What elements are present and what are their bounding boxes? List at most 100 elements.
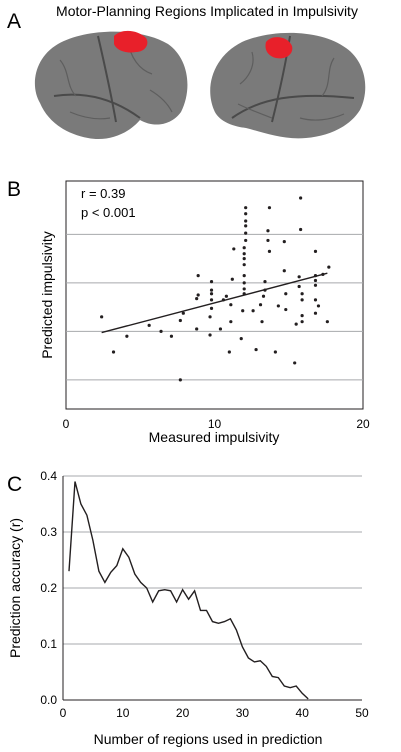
scatter-point (284, 307, 288, 312)
scatter-point (263, 288, 267, 292)
scatter-point (276, 304, 280, 308)
scatter-point (266, 238, 270, 243)
scatter-point (313, 283, 318, 287)
scatter-point (261, 294, 266, 298)
scatter-x-tick-label: 20 (356, 417, 370, 431)
scatter-point (299, 227, 303, 232)
scatter-point (209, 298, 214, 302)
scatter-point (316, 304, 321, 308)
scatter-point (294, 322, 298, 326)
scatter-point (313, 273, 318, 278)
scatter-point (242, 287, 246, 291)
scatter-point (300, 314, 304, 318)
scatter-point (244, 219, 248, 223)
scatter-point (244, 224, 248, 228)
line-x-tick-label: 40 (296, 706, 310, 720)
scatter-point (251, 309, 255, 313)
scatter-point (300, 320, 304, 324)
scatter-y-label: Predicted impulsivity (39, 231, 55, 359)
scatter-point (282, 269, 286, 273)
scatter-point (297, 275, 301, 279)
scatter-point (266, 229, 270, 233)
scatter-point (169, 334, 174, 338)
line-x-tick-label: 20 (176, 706, 190, 720)
scatter-point (242, 263, 246, 267)
line-x-tick-label: 0 (60, 706, 67, 720)
scatter-point (178, 378, 182, 382)
panel-a-letter: A (7, 10, 21, 33)
scatter-point (221, 298, 226, 302)
scatter-point (224, 294, 228, 298)
scatter-point (147, 323, 151, 327)
scatter-x-label: Measured impulsivity (149, 429, 280, 445)
scatter-point (242, 292, 246, 296)
regression-line (101, 272, 328, 334)
scatter-point (273, 350, 277, 354)
scatter-point (232, 247, 236, 251)
scatter-point (239, 337, 243, 341)
scatter-points (100, 196, 331, 382)
line-x-tick-label: 10 (116, 706, 130, 720)
line-y-tick-label: 0.1 (40, 637, 57, 651)
scatter-point (241, 309, 245, 313)
scatter-x-tick-label: 0 (63, 417, 70, 431)
scatter-point (227, 350, 231, 354)
correlation-r: r = 0.39 (81, 186, 125, 201)
scatter-point (297, 284, 301, 289)
scatter-frame (65, 180, 364, 410)
panel-a-title: Motor-Planning Regions Implicated in Imp… (56, 3, 358, 19)
scatter-point (218, 327, 223, 331)
scatter-point (195, 327, 199, 331)
scatter-point (159, 329, 163, 333)
panel-b-letter: B (7, 178, 21, 201)
scatter-point (208, 333, 212, 337)
scatter-point (208, 315, 212, 319)
line-x-ticks: 0 10 20 30 40 50 (60, 706, 369, 720)
scatter-point (313, 249, 318, 253)
scatter-point (325, 320, 329, 324)
scatter-point (100, 315, 104, 319)
left-hemisphere-image (34, 30, 188, 140)
scatter-point (229, 303, 233, 307)
scatter-point (244, 238, 248, 243)
panel-c-letter: C (7, 473, 22, 496)
scatter-point (267, 206, 272, 210)
scatter-point (321, 272, 325, 276)
line-gridlines (63, 475, 362, 645)
scatter-point (254, 347, 258, 352)
scatter-point (258, 303, 263, 307)
line-y-tick-label: 0.2 (40, 581, 57, 595)
correlation-p: p < 0.001 (81, 205, 136, 220)
scatter-point (284, 292, 288, 296)
scatter-point (195, 297, 199, 301)
scatter-point (244, 206, 248, 210)
scatter-point (299, 196, 303, 200)
scatter-point (196, 293, 200, 297)
scatter-point (244, 212, 248, 216)
scatter-x-ticks: 0 10 20 (63, 417, 370, 431)
scatter-x-tick-label: 10 (208, 417, 222, 431)
scatter-point (313, 298, 318, 302)
scatter-point (229, 320, 233, 324)
scatter-point (125, 334, 129, 338)
scatter-point (209, 306, 214, 310)
scatter-point (242, 281, 246, 285)
right-hemisphere-image (210, 32, 366, 139)
scatter-point (242, 273, 246, 278)
scatter-point (209, 292, 214, 296)
scatter-point (111, 350, 116, 354)
scatter-point (244, 231, 248, 235)
scatter-point (242, 246, 246, 250)
scatter-point (327, 265, 331, 269)
scatter-point (242, 257, 246, 261)
line-x-label: Number of regions used in prediction (94, 731, 323, 747)
scatter-point (313, 278, 318, 283)
line-x-tick-label: 30 (236, 706, 250, 720)
scatter-point (209, 280, 214, 284)
scatter-point (178, 318, 182, 323)
scatter-point (300, 298, 304, 302)
scatter-point (209, 288, 214, 292)
line-x-tick-label: 50 (355, 706, 369, 720)
scatter-point (242, 252, 246, 256)
